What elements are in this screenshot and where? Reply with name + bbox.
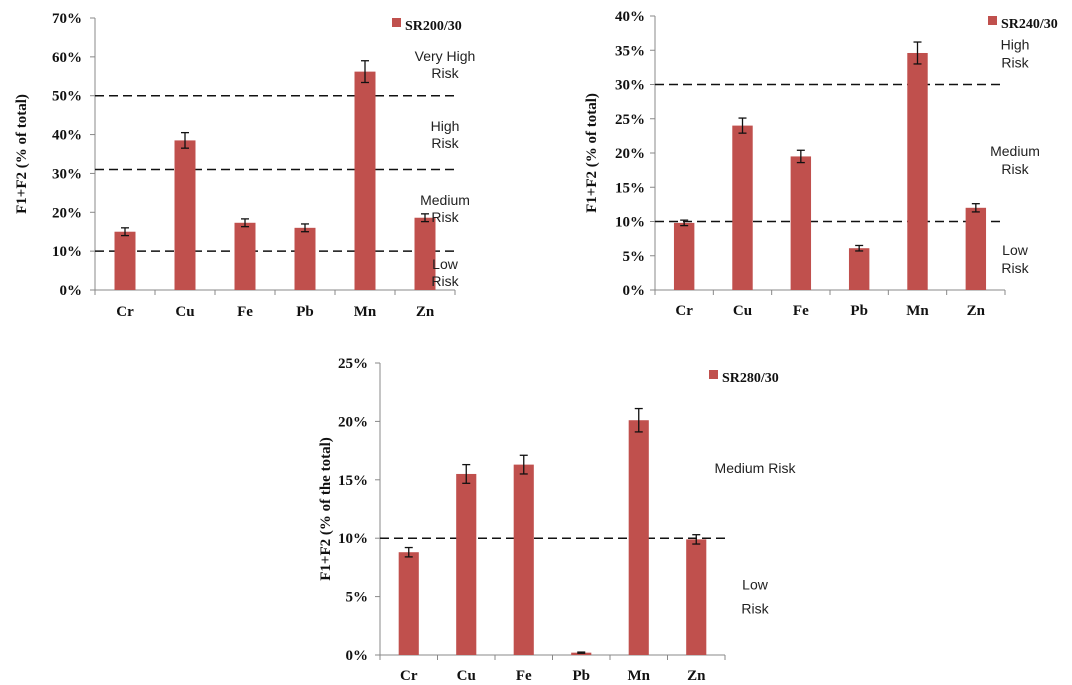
bar [790,156,812,290]
y-tick-label: 20% [52,205,82,221]
x-tick-label: Mn [628,668,651,684]
chart-sr200: 0% 10% 20% 30% 40% 50% 60% 70% Cr Cu Fe Pb Mn Zn F1+F2… [14,11,475,320]
bar [686,539,707,655]
x-tick-label: Fe [793,303,809,319]
y-tick-label: 15% [615,180,645,196]
x-tick-label: Cu [733,303,752,319]
risk-zone-label: Medium [420,192,470,208]
bar [174,140,196,290]
x-tick-label: Fe [237,304,253,320]
chart-sr240: 0% 5% 10% 15% 20% 25% 30% 35% 40% Cr Cu Fe Pb Mn Zn F1+… [584,9,1058,319]
y-tick-label: 0% [623,283,646,299]
bar [414,217,436,290]
x-tick-label: Pb [572,668,590,684]
risk-zone-label: Risk [431,135,459,151]
x-tick-label: Mn [906,303,929,319]
risk-zone-label: Risk [1001,55,1029,71]
risk-zone-label: Low [432,256,459,272]
x-tick-label: Cr [675,303,693,319]
risk-zone-label: Risk [1001,161,1029,177]
y-tick-label: 10% [615,215,645,231]
y-tick-label: 0% [60,283,83,299]
x-tick-label: Zn [416,304,435,320]
legend-swatch [988,16,997,25]
y-tick-label: 30% [52,166,82,182]
bar [456,473,477,655]
x-tick-label: Fe [516,668,532,684]
bar [732,125,753,290]
x-tick-label: Pb [296,304,314,320]
x-tick-label: Pb [850,303,868,319]
bar [294,227,316,290]
y-tick-label: 0% [346,648,369,664]
risk-zone-label: High [1001,37,1030,53]
y-tick-label: 5% [346,590,369,606]
risk-zone-label: Risk [431,273,459,289]
risk-zone-label: Medium [990,143,1040,159]
risk-zone-label: Risk [741,601,769,617]
y-axis-label: F1+F2 (% of the total) [318,437,334,581]
bar [673,222,695,290]
y-tick-label: 60% [52,50,82,66]
bar [965,207,987,290]
x-tick-label: Cu [175,304,194,320]
y-tick-label: 30% [615,78,645,94]
y-axis-label: F1+F2 (% of total) [584,93,600,213]
y-tick-label: 35% [615,43,645,59]
bar [907,52,928,290]
y-tick-label: 70% [52,11,82,27]
x-tick-label: Mn [354,304,377,320]
bar [513,464,534,655]
bar [848,248,870,290]
y-tick-label: 15% [338,473,368,489]
x-tick-label: Cr [400,668,418,684]
legend-label: SR200/30 [405,19,462,34]
legend-label: SR280/30 [722,371,779,386]
y-tick-label: 25% [615,112,645,128]
x-tick-label: Cr [116,304,134,320]
risk-zone-label: Medium Risk [715,460,797,476]
x-tick-label: Zn [687,668,706,684]
y-tick-label: 40% [52,128,82,144]
legend-swatch [709,370,718,379]
risk-zone-label: Risk [431,209,459,225]
risk-zone-label: Risk [431,65,459,81]
risk-zone-label: Very High [415,48,476,64]
legend-swatch [392,18,401,27]
y-tick-label: 50% [52,89,82,105]
y-axis-label: F1+F2 (% of total) [14,94,30,214]
risk-zone-label: Low [742,577,769,593]
y-tick-label: 40% [615,9,645,25]
y-tick-label: 5% [623,249,646,265]
bar [628,420,649,655]
x-tick-label: Cu [457,668,476,684]
risk-zone-label: Risk [1001,260,1029,276]
y-tick-label: 20% [615,146,645,162]
bar [234,222,256,290]
y-tick-label: 10% [52,244,82,260]
y-tick-label: 10% [338,531,368,547]
x-tick-label: Zn [967,303,986,319]
bar [398,552,419,655]
chart-sr280: 0% 5% 10% 15% 20% 25% Cr Cu Fe Pb Mn Zn F1+F2 (% of … [318,356,796,684]
y-tick-label: 20% [338,414,368,430]
risk-zone-label: High [431,118,460,134]
legend-label: SR240/30 [1001,17,1058,32]
risk-zone-label: Low [1002,242,1029,258]
bar [354,71,376,290]
bar [114,231,136,290]
y-tick-label: 25% [338,356,368,372]
